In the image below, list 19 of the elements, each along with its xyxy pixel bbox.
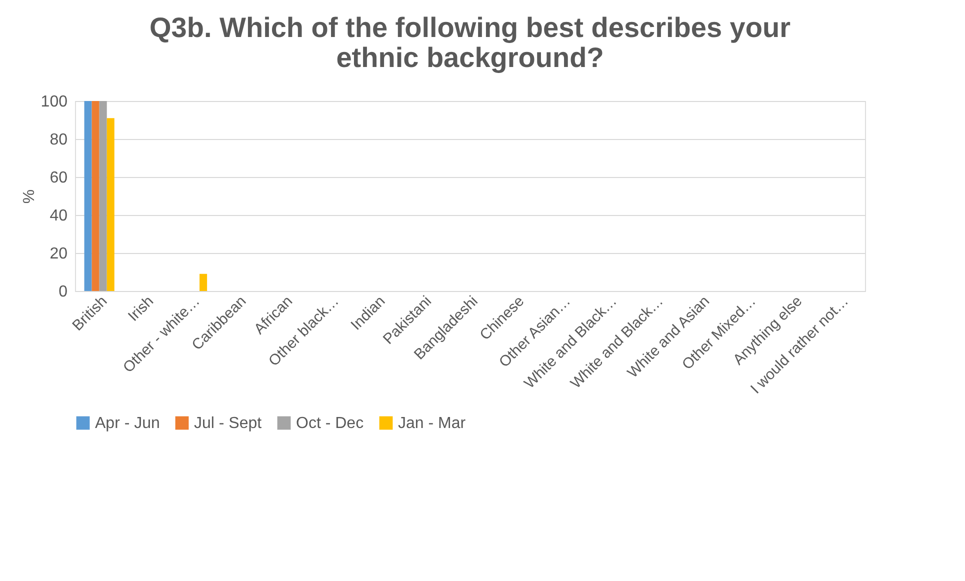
legend-label: Oct - Dec: [296, 415, 364, 432]
legend-label: Apr - Jun: [95, 415, 160, 432]
bar: [106, 118, 114, 291]
legend-label: Jul - Sept: [194, 415, 262, 432]
bar: [200, 274, 208, 291]
y-tick-label: 0: [58, 284, 68, 300]
x-tick-label: Irish: [124, 292, 157, 325]
text: ethnic background?: [336, 42, 604, 73]
bar: [99, 101, 107, 291]
text: Q3b. Which of the following best describes your: [150, 12, 790, 43]
y-tick-label: 80: [50, 132, 68, 148]
y-tick-label: 20: [50, 246, 68, 262]
y-tick-label: 40: [50, 208, 68, 224]
y-tick-label: 100: [40, 94, 68, 110]
bar: [92, 101, 100, 291]
y-axis-title: %: [20, 189, 38, 204]
bar: [84, 101, 92, 291]
legend-label: Jan - Mar: [398, 415, 466, 432]
y-tick-label: 60: [50, 170, 68, 186]
